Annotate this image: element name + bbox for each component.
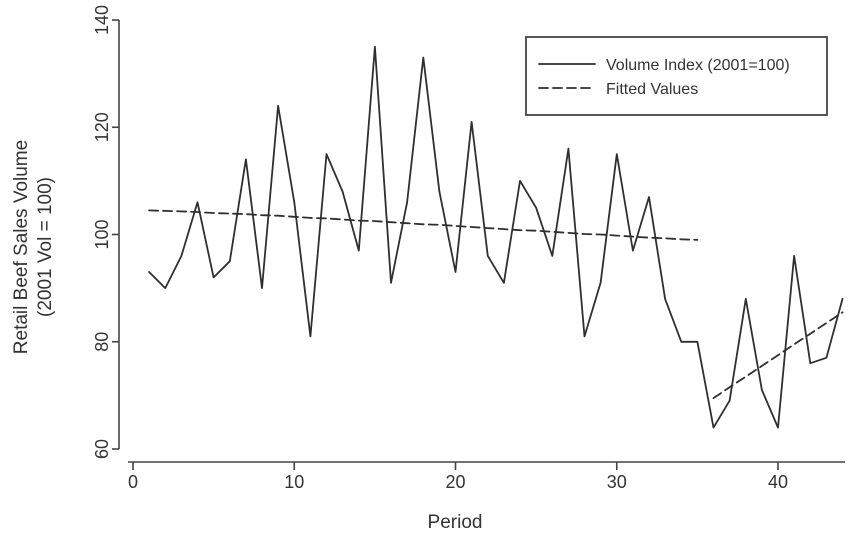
legend: Volume Index (2001=100) Fitted Values: [525, 36, 828, 116]
legend-box: [525, 36, 828, 116]
y-tick-label-120: 120: [92, 112, 112, 142]
x-tick-label-0: 0: [128, 472, 138, 492]
y-axis-title-line-1: Retail Beef Sales Volume: [11, 140, 32, 354]
x-axis-title: Period: [428, 512, 483, 533]
fitted-values-series-line-after-break: [712, 311, 844, 399]
x-tick-label-30: 30: [607, 472, 627, 492]
y-tick-label-140: 140: [92, 5, 112, 35]
y-tick-label-100: 100: [92, 219, 112, 249]
series-layer: [148, 45, 844, 429]
fitted-values-series-line: [148, 209, 699, 241]
x-tick-label-40: 40: [768, 472, 788, 492]
x-tick-label-20: 20: [445, 472, 465, 492]
y-axis-title-line-2: (2001 Vol = 100): [35, 177, 56, 317]
legend-volume-label: Volume Index (2001=100): [606, 57, 790, 74]
x-ticks: 0 10 20 30 40: [128, 462, 788, 492]
x-tick-label-10: 10: [284, 472, 304, 492]
y-ticks: 60 80 100 120 140: [92, 5, 119, 459]
volume-index-series-line: [148, 45, 844, 429]
axes: 60 80 100 120 140 0 10 20 30 40: [92, 5, 845, 492]
y-tick-label-80: 80: [92, 332, 112, 352]
legend-fitted-label: Fitted Values: [606, 81, 698, 98]
y-tick-label-60: 60: [92, 439, 112, 459]
